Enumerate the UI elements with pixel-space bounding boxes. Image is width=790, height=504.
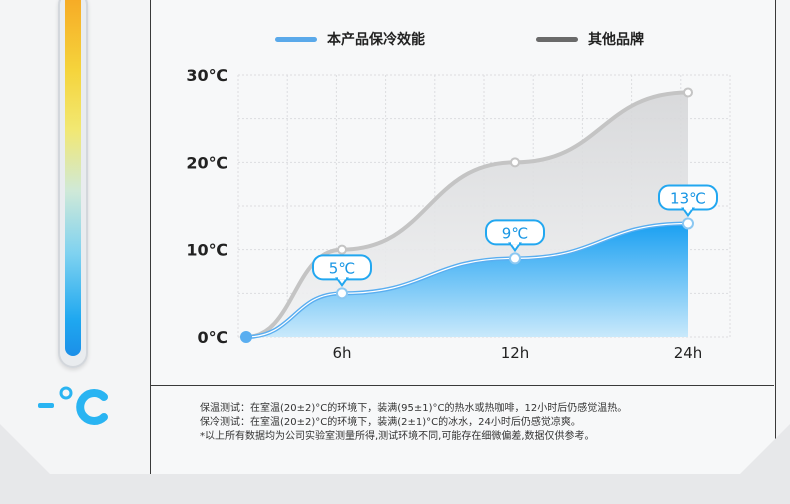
x-tick-label: 24h: [674, 344, 703, 362]
y-tick-label: 30℃: [186, 66, 228, 85]
legend-swatch-product: [275, 36, 317, 42]
data-label-callout: [658, 184, 718, 218]
y-tick-label: 10℃: [186, 241, 228, 260]
x-tick-label: 12h: [501, 344, 530, 362]
data-label-pointer-mask: [511, 241, 519, 245]
legend-label-other: 其他品牌: [588, 32, 644, 48]
note-keep-warm: 保温测试：在室温(20±2)°C的环境下，装满(95±1)°C的热水或热咖啡，1…: [200, 403, 628, 414]
product-point: [509, 252, 521, 265]
legend-label-product: 本产品保冷效能: [327, 32, 425, 48]
test-notes: 保温测试：在室温(20±2)°C的环境下，装满(95±1)°C的热水或热咖啡，1…: [200, 402, 627, 444]
other-brand-line: [245, 90, 689, 339]
note-disclaimer: *以上所有数据均为公司实验室测量所得,测试环境不同,可能存在细微偏差,数据仅供参…: [200, 431, 595, 442]
data-label: 5℃: [329, 259, 355, 277]
other-brand-point: [510, 157, 520, 168]
note-keep-cold: 保冷测试：在室温(20±2)°C的环境下，装满(2±1)°C的冰水，24小时后仍…: [200, 417, 581, 428]
thermometer-icon: [58, 0, 88, 368]
minus-celsius-icon: [38, 386, 108, 425]
card-corner-cut-left: [0, 424, 50, 474]
origin-point: [240, 331, 252, 343]
legend-swatch-other: [536, 36, 578, 42]
y-tick-label: 20℃: [186, 153, 228, 172]
y-tick-label: 0℃: [197, 328, 228, 347]
product-line-highlight: [245, 222, 689, 338]
data-label: 9℃: [502, 224, 528, 242]
data-label-callout: [312, 254, 372, 288]
data-label-callout: [485, 219, 545, 253]
product-point: [336, 287, 348, 300]
data-label-pointer-mask: [338, 276, 346, 280]
other-brand-point: [337, 244, 347, 255]
product-point: [682, 217, 694, 230]
data-label-pointer-mask: [684, 206, 692, 210]
legend-item-other: 其他品牌: [536, 28, 644, 50]
x-tick-label: 6h: [332, 344, 351, 362]
card-corner-cut-right: [740, 424, 790, 474]
other-brand-point: [683, 87, 693, 98]
cooling-performance-chart: 5℃ 9℃ 13℃ 0℃ 10℃ 20℃ 30℃ 6h 12h 24h: [186, 66, 731, 362]
legend-item-product: 本产品保冷效能: [275, 28, 425, 50]
card-background: 本产品保冷效能 其他品牌 5℃ 9℃ 13℃ 0℃ 10℃ 20℃ 30℃ 6h 12h 24h …: [0, 0, 790, 474]
data-label: 13℃: [670, 189, 706, 207]
notes-divider: [150, 385, 774, 386]
thermometer-gradient: [65, 0, 81, 356]
